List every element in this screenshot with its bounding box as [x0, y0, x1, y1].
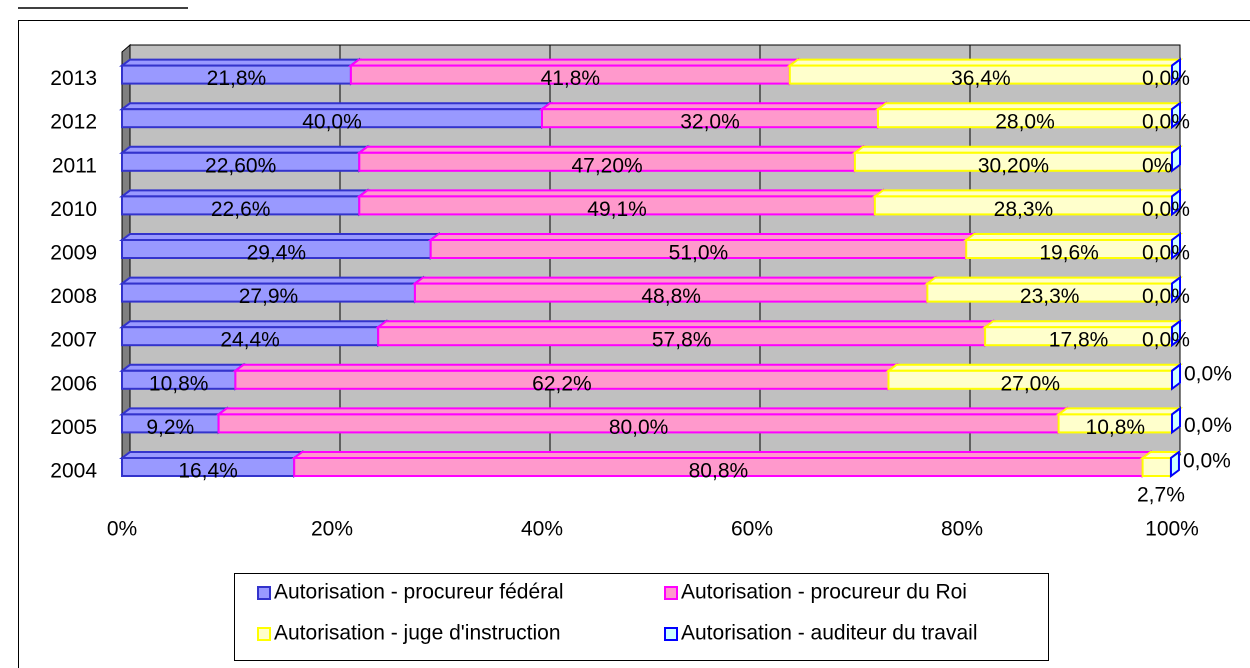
legend-swatch [664, 586, 678, 600]
value-label: 22,60% [205, 154, 276, 177]
bar-end [1169, 450, 1180, 478]
y-tick-label: 2004 [50, 460, 97, 483]
bar-end [1171, 232, 1181, 260]
y-tick-label: 2006 [50, 372, 97, 395]
value-label: 16,4% [178, 460, 238, 483]
value-label: 41,8% [541, 67, 601, 90]
bar-end [1171, 144, 1181, 173]
value-label: 62,2% [532, 372, 592, 395]
bar-end [1171, 57, 1181, 86]
legend-label: Autorisation - auditeur du travail [681, 622, 978, 645]
value-label: 2,7% [1137, 484, 1185, 507]
value-label: 0,0% [1142, 198, 1190, 221]
value-label: 80,0% [609, 416, 669, 439]
value-label: 19,6% [1039, 242, 1099, 265]
value-label: 30,20% [978, 154, 1049, 177]
value-label: 21,8% [207, 67, 267, 90]
value-label: 10,8% [149, 372, 209, 395]
y-tick-label: 2013 [50, 67, 97, 90]
bar-end [1171, 362, 1181, 391]
x-tick-label: 100% [1145, 518, 1199, 541]
value-label: 17,8% [1049, 329, 1109, 352]
y-tick-label: 2007 [50, 329, 97, 352]
value-label: 0,0% [1184, 362, 1232, 385]
value-label: 80,8% [689, 460, 749, 483]
legend-swatch [664, 627, 678, 641]
bar [1141, 457, 1172, 477]
value-label: 0,0% [1142, 67, 1190, 90]
value-label: 47,20% [571, 154, 642, 177]
y-tick-label: 2005 [50, 416, 97, 439]
value-label: 40,0% [302, 111, 362, 134]
y-tick-label: 2010 [50, 198, 97, 221]
legend-swatch [257, 627, 271, 641]
value-label: 27,9% [239, 285, 299, 308]
value-label: 0% [1142, 154, 1172, 177]
value-label: 24,4% [220, 329, 280, 352]
value-label: 0,0% [1142, 111, 1190, 134]
x-tick-label: 60% [731, 518, 773, 541]
value-label: 9,2% [146, 416, 194, 439]
value-label: 36,4% [951, 67, 1011, 90]
value-label: 48,8% [641, 285, 701, 308]
value-label: 0,0% [1183, 450, 1231, 473]
bar-end [1171, 406, 1181, 435]
value-label: 28,3% [994, 198, 1054, 221]
x-tick-label: 40% [521, 518, 563, 541]
y-tick-label: 2011 [52, 154, 97, 177]
legend-swatch [257, 586, 271, 600]
legend-label: Autorisation - procureur du Roi [681, 581, 967, 604]
value-label: 0,0% [1142, 329, 1190, 352]
bar-end [1171, 188, 1181, 217]
legend [234, 573, 1049, 661]
y-tick-label: 2012 [50, 111, 97, 134]
value-label: 23,3% [1020, 285, 1080, 308]
x-tick-label: 20% [311, 518, 353, 541]
y-tick-label: 2008 [50, 285, 97, 308]
x-tick-label: 80% [941, 518, 983, 541]
value-label: 10,8% [1086, 416, 1146, 439]
value-label: 29,4% [247, 242, 307, 265]
x-tick-label: 0% [107, 518, 137, 541]
legend-label: Autorisation - procureur fédéral [274, 581, 563, 604]
value-label: 49,1% [587, 198, 647, 221]
value-label: 0,0% [1142, 242, 1190, 265]
bar-end [1171, 319, 1181, 348]
value-label: 0,0% [1142, 285, 1190, 308]
value-label: 22,6% [211, 198, 271, 221]
y-tick-label: 2009 [50, 242, 97, 265]
legend-label: Autorisation - juge d'instruction [274, 622, 561, 645]
value-label: 51,0% [669, 242, 729, 265]
value-label: 32,0% [680, 111, 740, 134]
value-label: 57,8% [652, 329, 712, 352]
value-label: 0,0% [1184, 414, 1232, 437]
value-label: 27,0% [1000, 372, 1060, 395]
bar-end [1171, 275, 1181, 304]
value-label: 28,0% [995, 111, 1055, 134]
bar-end [1171, 101, 1181, 130]
